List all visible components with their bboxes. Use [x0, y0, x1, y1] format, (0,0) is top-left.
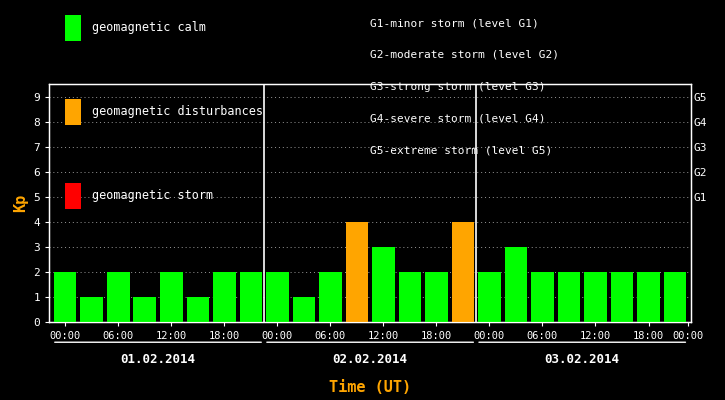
- Text: G3-strong storm (level G3): G3-strong storm (level G3): [370, 82, 545, 92]
- Bar: [107, 272, 130, 322]
- Text: 03.02.2014: 03.02.2014: [544, 353, 620, 366]
- Bar: [80, 297, 103, 322]
- Bar: [399, 272, 421, 322]
- Bar: [346, 222, 368, 322]
- Bar: [372, 247, 394, 322]
- Text: 02.02.2014: 02.02.2014: [333, 353, 407, 366]
- Bar: [160, 272, 183, 322]
- Bar: [637, 272, 660, 322]
- Bar: [293, 297, 315, 322]
- Text: G5-extreme storm (level G5): G5-extreme storm (level G5): [370, 145, 552, 155]
- Bar: [452, 222, 474, 322]
- Bar: [213, 272, 236, 322]
- Text: G4-severe storm (level G4): G4-severe storm (level G4): [370, 114, 545, 124]
- Bar: [319, 272, 341, 322]
- Bar: [505, 247, 527, 322]
- Bar: [186, 297, 209, 322]
- Text: geomagnetic storm: geomagnetic storm: [92, 190, 213, 202]
- Bar: [266, 272, 289, 322]
- Bar: [610, 272, 633, 322]
- Bar: [478, 272, 501, 322]
- Bar: [133, 297, 156, 322]
- Text: geomagnetic disturbances: geomagnetic disturbances: [92, 106, 263, 118]
- Bar: [54, 272, 76, 322]
- Text: 01.02.2014: 01.02.2014: [120, 353, 196, 366]
- Y-axis label: Kp: Kp: [13, 194, 28, 212]
- Bar: [558, 272, 580, 322]
- Bar: [425, 272, 447, 322]
- Bar: [239, 272, 262, 322]
- Text: G1-minor storm (level G1): G1-minor storm (level G1): [370, 18, 539, 28]
- Text: geomagnetic calm: geomagnetic calm: [92, 22, 206, 34]
- Bar: [664, 272, 687, 322]
- Text: G2-moderate storm (level G2): G2-moderate storm (level G2): [370, 50, 559, 60]
- Bar: [531, 272, 554, 322]
- Text: Time (UT): Time (UT): [329, 380, 411, 395]
- Bar: [584, 272, 607, 322]
